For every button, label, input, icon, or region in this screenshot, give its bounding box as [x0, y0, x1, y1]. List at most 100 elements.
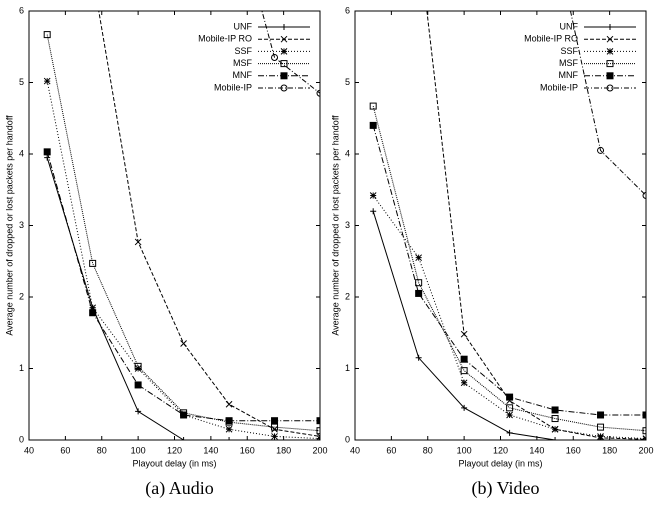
chart: 40 60 80 100 120 140 160 180 200 0 1 2 3 4 5 6 Playout d…: [330, 5, 653, 499]
legend-label: UNF: [560, 21, 579, 31]
point-marker: [369, 121, 377, 129]
y-tick-label: 2: [19, 291, 24, 301]
point-marker: [460, 367, 468, 375]
point-marker: [415, 354, 422, 361]
point-marker: [506, 411, 513, 419]
legend-label: MNF: [559, 70, 579, 80]
x-tick-label: 120: [493, 445, 508, 455]
point-marker: [280, 60, 288, 68]
series-line: [569, 11, 646, 196]
point-marker: [606, 84, 614, 92]
point-marker: [225, 400, 233, 408]
series-line: [372, 105, 646, 432]
point-marker: [506, 393, 514, 401]
point-marker: [506, 404, 514, 412]
point-marker: [551, 415, 559, 423]
point-marker: [43, 77, 51, 85]
point-marker: [225, 425, 233, 433]
point-marker: [280, 48, 288, 55]
point-marker: [226, 437, 233, 440]
point-marker: [607, 24, 613, 30]
point-marker: [415, 289, 423, 297]
legend-label: MNF: [233, 70, 253, 80]
x-tick-label: 40: [24, 445, 34, 455]
x-tick-label: 160: [240, 445, 255, 455]
chart: 40 60 80 100 120 140 160 180 200 0 1 2 3 4 5 6 Playout d…: [4, 5, 327, 499]
legend-label: Mobile-IP: [214, 82, 252, 92]
legend-label: SSF: [560, 46, 578, 56]
x-tick-label: 160: [566, 445, 581, 455]
y-tick-label: 6: [19, 5, 24, 15]
point-marker: [180, 411, 188, 419]
point-marker: [642, 435, 646, 440]
x-tick-label: 80: [423, 445, 433, 455]
point-marker: [460, 379, 468, 387]
y-tick-label: 3: [345, 220, 350, 230]
series-line: [372, 125, 646, 416]
x-tick-label: 100: [131, 445, 146, 455]
point-marker: [642, 411, 646, 419]
point-marker: [271, 425, 278, 433]
point-marker: [280, 84, 288, 92]
point-marker: [271, 53, 279, 61]
point-marker: [552, 437, 559, 440]
point-marker: [506, 429, 513, 436]
x-axis-label: Playout delay (in ms): [132, 458, 216, 468]
y-tick-label: 0: [345, 434, 350, 444]
point-marker: [180, 437, 187, 440]
x-tick-label: 200: [312, 445, 327, 455]
plot-area: [43, 11, 320, 440]
y-tick-label: 2: [345, 291, 350, 301]
point-marker: [134, 381, 142, 389]
y-tick-label: 4: [19, 148, 24, 158]
point-marker: [606, 60, 614, 68]
y-tick-label: 1: [345, 363, 350, 373]
x-tick-label: 140: [529, 445, 544, 455]
y-tick-label: 5: [19, 77, 24, 87]
point-marker: [369, 192, 377, 199]
series-line: [46, 151, 320, 422]
point-marker: [642, 435, 646, 440]
point-marker: [134, 238, 142, 246]
legend-label: UNF: [234, 21, 253, 31]
legend-label: Mobile-IP RO: [198, 34, 252, 44]
series-line: [426, 11, 646, 440]
x-axis-label: Playout delay (in ms): [458, 458, 542, 468]
plot-frame: [28, 10, 321, 441]
point-marker: [89, 259, 97, 267]
legend-label: MSF: [559, 58, 579, 68]
point-marker: [316, 427, 320, 435]
point-marker: [271, 417, 279, 425]
point-marker: [642, 191, 646, 199]
x-tick-label: 180: [602, 445, 617, 455]
point-marker: [316, 89, 320, 97]
y-tick-label: 6: [345, 5, 350, 15]
series-line: [46, 34, 320, 432]
caption: (b) Video: [471, 478, 539, 499]
point-marker: [460, 355, 468, 363]
point-marker: [316, 435, 320, 440]
y-tick-label: 5: [345, 77, 350, 87]
point-marker: [415, 254, 423, 262]
series-line: [261, 11, 320, 94]
y-axis-label: Average number of dropped or lost packet…: [4, 115, 14, 336]
series-line: [46, 80, 320, 440]
legend-label: Mobile-IP RO: [524, 34, 578, 44]
point-marker: [43, 31, 51, 39]
y-tick-label: 4: [345, 148, 350, 158]
series-line: [372, 195, 646, 440]
legend-label: MSF: [233, 58, 253, 68]
legend-label: SSF: [234, 46, 252, 56]
x-tick-label: 60: [60, 445, 70, 455]
point-marker: [44, 154, 51, 161]
point-marker: [551, 425, 559, 433]
series-line: [98, 11, 320, 437]
point-marker: [43, 148, 51, 156]
point-marker: [597, 411, 605, 419]
point-marker: [89, 309, 97, 317]
point-marker: [597, 146, 605, 154]
y-tick-label: 0: [19, 434, 24, 444]
point-marker: [597, 433, 604, 440]
caption: (a) Audio: [145, 478, 213, 499]
point-marker: [606, 48, 614, 55]
